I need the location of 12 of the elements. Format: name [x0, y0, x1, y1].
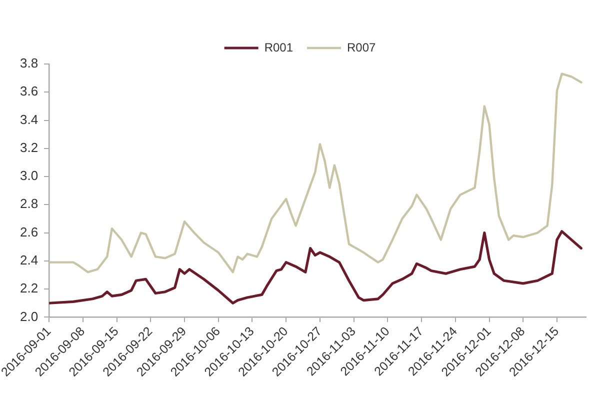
- y-tick-label: 3.6: [20, 84, 38, 99]
- y-tick-label: 3.4: [20, 112, 38, 127]
- y-tick-label: 2.0: [20, 308, 38, 324]
- y-tick-label: 2.4: [20, 252, 38, 268]
- legend-label: R001: [264, 40, 294, 54]
- y-tick-label: 3.8: [20, 56, 38, 71]
- y-tick-label: 3.2: [20, 140, 38, 155]
- y-tick-label: 2.8: [20, 196, 38, 212]
- y-tick-label: 2.6: [20, 224, 38, 240]
- y-tick-label: 2.2: [20, 280, 38, 296]
- y-tick-label: 3.0: [20, 168, 38, 184]
- legend-label: R007: [347, 40, 376, 54]
